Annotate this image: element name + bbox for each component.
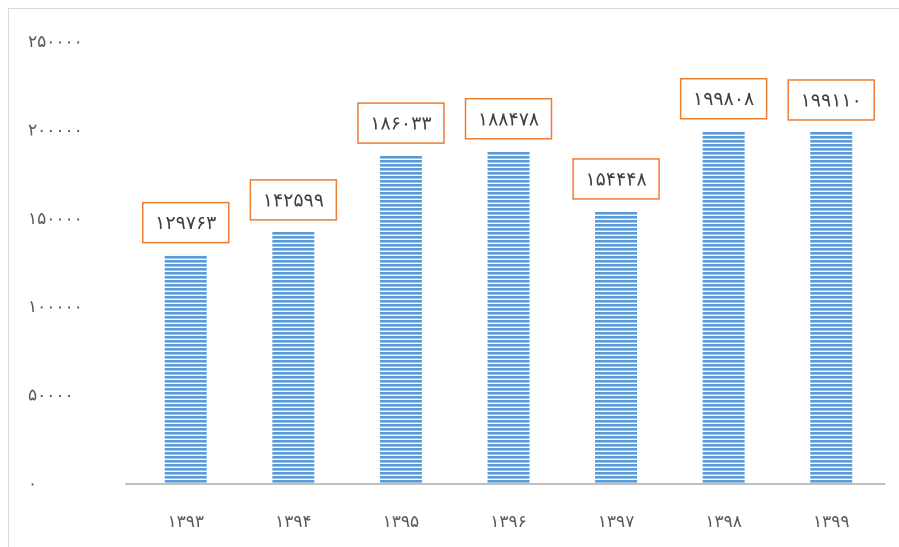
data-label-box xyxy=(249,179,338,221)
y-tick-label: ۱۵۰۰۰۰ xyxy=(28,209,83,229)
data-label: ۱۹۹۸۰۸ xyxy=(693,88,754,110)
data-label-box xyxy=(787,79,875,121)
bar xyxy=(595,210,638,485)
bar xyxy=(164,254,207,484)
x-tick-label: ۱۳۹۵ xyxy=(383,512,420,532)
data-label: ۱۸۸۴۷۸ xyxy=(478,108,539,130)
y-tick-label: ۲۵۰۰۰۰ xyxy=(28,32,83,52)
x-tick-label: ۱۳۹۴ xyxy=(275,512,312,532)
data-label: ۱۲۹۷۶۳ xyxy=(155,212,216,234)
x-tick-label: ۱۳۹۷ xyxy=(598,512,635,532)
y-tick-label: ۰ xyxy=(28,474,37,494)
data-label-box xyxy=(464,98,553,140)
y-tick-label: ۵۰۰۰۰ xyxy=(28,386,74,406)
y-tick-label: ۲۰۰۰۰۰ xyxy=(28,120,83,140)
x-tick-label: ۱۳۹۸ xyxy=(705,512,742,532)
chart-frame xyxy=(8,8,899,547)
x-tick-label: ۱۳۹۶ xyxy=(490,512,527,532)
bar xyxy=(810,131,853,485)
data-label: ۱۸۶۰۳۳ xyxy=(370,113,431,135)
x-tick-label: ۱۳۹۹ xyxy=(813,512,850,532)
bar xyxy=(702,130,745,485)
data-label-box xyxy=(357,102,445,144)
y-tick-label: ۱۰۰۰۰۰ xyxy=(28,297,83,317)
data-label: ۱۴۲۵۹۹ xyxy=(263,189,324,211)
bar xyxy=(379,155,422,484)
data-label-box xyxy=(142,201,230,244)
data-label: ۱۹۹۱۱۰ xyxy=(801,89,862,111)
data-label-box xyxy=(572,158,660,200)
x-tick-label: ۱۳۹۳ xyxy=(168,512,205,532)
data-label: ۱۵۴۴۴۸ xyxy=(585,168,646,190)
bar xyxy=(487,150,530,485)
data-label-box xyxy=(679,77,768,120)
bar xyxy=(272,231,315,484)
